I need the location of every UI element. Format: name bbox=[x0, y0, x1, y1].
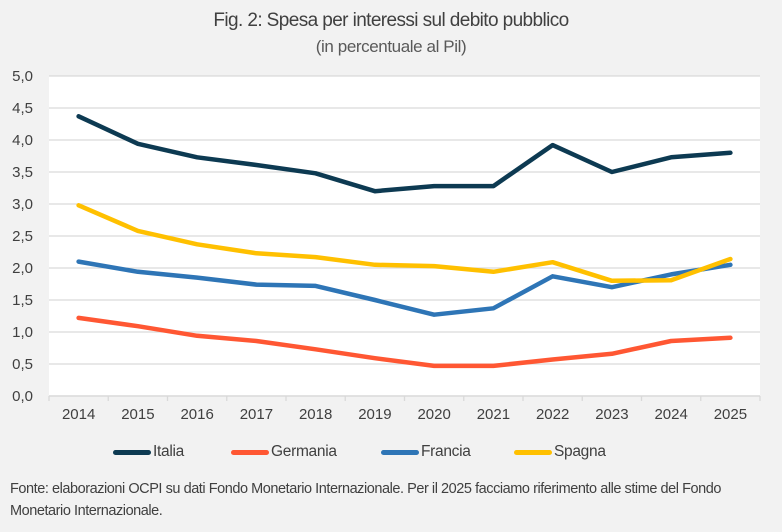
x-tick-label: 2019 bbox=[358, 406, 391, 423]
x-tick-label: 2023 bbox=[595, 406, 628, 423]
x-tick-label: 2015 bbox=[121, 406, 154, 423]
series-line-germania bbox=[76, 315, 733, 369]
y-tick-label: 1,0 bbox=[12, 324, 33, 341]
x-tick-label: 2025 bbox=[714, 406, 747, 423]
y-tick-label: 4,0 bbox=[12, 132, 33, 149]
x-tick-label: 2016 bbox=[180, 406, 213, 423]
chart-subtitle: (in percentuale al Pil) bbox=[315, 37, 467, 56]
y-tick-label: 3,5 bbox=[12, 164, 33, 181]
legend-item-francia: Francia bbox=[381, 443, 471, 461]
legend: Italia Germania Francia Spagna bbox=[0, 443, 782, 465]
y-tick-label: 0,0 bbox=[12, 388, 33, 405]
y-axis: 0,0 0,5 1,0 1,5 2,0 2,5 3,0 3,5 4,0 4,5 5,0 bbox=[12, 68, 33, 405]
legend-item-spagna: Spagna bbox=[514, 443, 606, 461]
y-tick-label: 0,5 bbox=[12, 356, 33, 373]
series-line-spagna bbox=[76, 203, 733, 284]
y-tick-label: 2,5 bbox=[12, 228, 33, 245]
source-note: Fonte: elaborazioni OCPI su dati Fondo M… bbox=[10, 481, 721, 519]
legend-swatch-italia bbox=[113, 449, 151, 455]
legend-item-italia: Italia bbox=[113, 443, 184, 461]
y-tick-label: 2,0 bbox=[12, 260, 33, 277]
line-chart: 0,00,51,01,52,02,53,03,54,04,55,0 2014 20… bbox=[12, 68, 761, 423]
x-axis: 2014 2015 2016 2017 2018 2019 2020 2021 2022 2023… bbox=[48, 395, 761, 423]
legend-item-germania: Germania bbox=[231, 443, 337, 461]
y-tick-label: 1,5 bbox=[12, 292, 33, 309]
x-tick-label: 2018 bbox=[299, 406, 332, 423]
legend-label-italia: Italia bbox=[153, 443, 184, 460]
legend-label-spagna: Spagna bbox=[554, 443, 606, 460]
y-tick-label: 4,5 bbox=[12, 100, 33, 117]
legend-swatch-francia bbox=[381, 449, 419, 455]
chart-title: Fig. 2: Spesa per interessi sul debito p… bbox=[213, 10, 569, 31]
x-tick-label: 2017 bbox=[240, 406, 273, 423]
y-tick-label: 5,0 bbox=[12, 68, 33, 85]
legend-label-francia: Francia bbox=[421, 443, 471, 460]
series-line-francia bbox=[76, 259, 733, 317]
y-tick-label: 3,0 bbox=[12, 196, 33, 213]
series-lines bbox=[76, 114, 733, 369]
x-tick-label: 2024 bbox=[654, 406, 687, 423]
legend-label-germania: Germania bbox=[271, 443, 337, 460]
gridlines bbox=[49, 75, 760, 365]
legend-swatch-spagna bbox=[514, 449, 552, 455]
legend-swatch-germania bbox=[231, 449, 269, 455]
x-tick-label: 2022 bbox=[536, 406, 569, 423]
x-tick-label: 2014 bbox=[62, 406, 95, 423]
series-line-italia bbox=[76, 114, 733, 194]
x-tick-label: 2021 bbox=[477, 406, 510, 423]
x-tick-label: 2020 bbox=[417, 406, 450, 423]
